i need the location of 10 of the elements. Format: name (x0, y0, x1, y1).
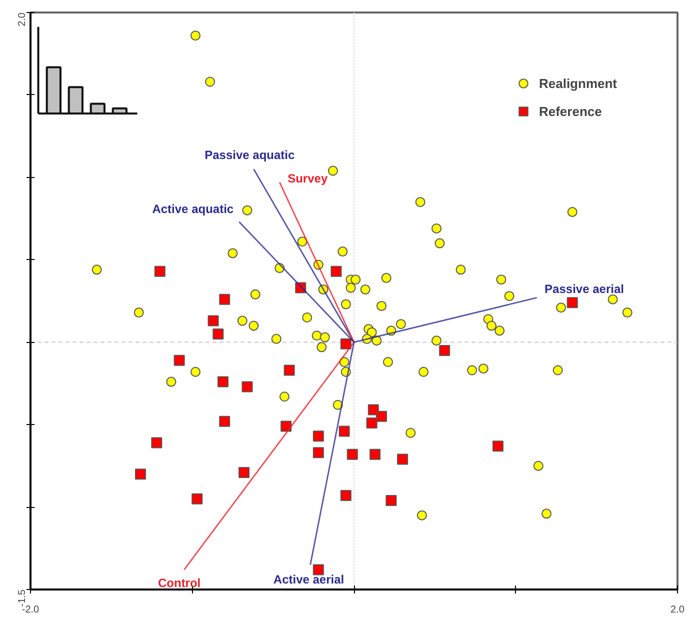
series-label: Passive aquatic (204, 148, 295, 162)
series-label: Control (158, 576, 201, 590)
x-tick-label: -2.0 (22, 604, 40, 616)
legend-label: Reference (538, 104, 602, 118)
legend-label: Realignment (538, 76, 617, 90)
series-label: Active aquatic (152, 202, 234, 216)
y-tick-label: -1.5 (17, 589, 28, 607)
series-label: Survey (288, 171, 328, 186)
series-label: Active aerial (273, 572, 344, 587)
series-label: Passive aerial (544, 282, 624, 296)
